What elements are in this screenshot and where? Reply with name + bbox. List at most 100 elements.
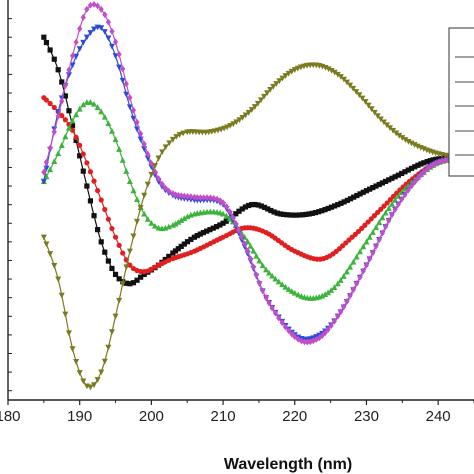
legend-box — [448, 27, 474, 177]
data-point-magenta — [247, 255, 254, 263]
data-point-black — [309, 210, 315, 216]
data-point-magenta — [292, 333, 298, 341]
data-point-green — [366, 233, 373, 240]
data-point-olive — [148, 171, 155, 178]
data-point-black — [130, 280, 137, 286]
data-point-black — [43, 39, 50, 46]
data-point-magenta — [338, 308, 344, 316]
data-point-black — [116, 276, 122, 282]
data-point-olive — [137, 205, 144, 211]
data-point-red — [59, 113, 65, 119]
legend — [448, 27, 474, 177]
data-point-black — [236, 208, 242, 214]
data-point-green — [295, 291, 302, 298]
data-point-green — [141, 210, 148, 217]
x-tick-label: 230 — [354, 408, 379, 425]
data-point-magenta — [47, 144, 53, 152]
data-point-magenta — [220, 199, 226, 207]
data-point-black — [293, 212, 299, 218]
data-point-black — [123, 280, 129, 286]
data-point-red — [73, 134, 79, 140]
data-point-green — [373, 224, 380, 230]
data-point-red — [375, 209, 381, 216]
data-point-olive — [233, 119, 240, 126]
data-point-magenta — [159, 180, 165, 188]
data-point-green — [376, 219, 383, 226]
data-point-magenta — [360, 267, 366, 275]
data-point-green — [76, 105, 83, 112]
data-point-black — [277, 211, 284, 217]
data-point-black — [98, 239, 104, 245]
data-point-olive — [371, 109, 378, 116]
data-point-magenta — [370, 249, 376, 257]
data-point-green — [353, 253, 360, 260]
data-point-red — [105, 216, 111, 222]
data-point-olive — [116, 297, 123, 304]
data-point-black — [77, 153, 83, 159]
data-point-red — [368, 216, 374, 222]
data-point-olive — [377, 116, 384, 123]
data-point-olive — [337, 74, 344, 80]
data-point-olive — [155, 155, 162, 162]
data-point-magenta — [282, 323, 289, 331]
data-point-olive — [123, 264, 130, 271]
data-point-black — [55, 67, 61, 73]
data-point-magenta — [389, 211, 395, 219]
data-point-magenta — [382, 223, 389, 231]
data-point-black — [255, 202, 261, 208]
data-point-olive — [264, 90, 271, 97]
data-point-green — [151, 222, 158, 229]
data-point-green — [181, 215, 188, 221]
data-point-black — [141, 271, 147, 278]
data-point-blue — [123, 91, 130, 98]
data-point-green — [291, 289, 298, 296]
data-point-olive — [105, 344, 112, 351]
data-point-black — [166, 253, 172, 259]
data-point-black — [408, 165, 415, 171]
data-point-olive — [43, 241, 50, 248]
data-point-green — [279, 281, 286, 288]
data-point-green — [350, 258, 357, 265]
data-point-magenta — [253, 271, 259, 279]
data-point-magenta — [105, 18, 111, 26]
x-tick-label: 190 — [67, 408, 92, 425]
data-point-magenta — [241, 240, 248, 248]
data-point-black — [325, 205, 331, 212]
data-point-black — [363, 188, 370, 194]
data-point-black — [351, 194, 357, 200]
data-point-black — [379, 180, 385, 186]
data-point-black — [389, 175, 395, 181]
data-point-olive — [73, 359, 80, 365]
data-point-magenta — [341, 303, 347, 311]
data-point-magenta — [276, 314, 282, 322]
data-point-olive — [356, 92, 363, 99]
data-point-green — [356, 248, 363, 255]
data-point-olive — [245, 109, 252, 116]
data-point-olive — [387, 125, 394, 132]
data-point-olive — [62, 311, 69, 318]
data-point-black — [341, 199, 347, 205]
data-point-olive — [151, 163, 158, 169]
data-point-green — [266, 269, 273, 276]
data-point-black — [200, 229, 207, 236]
data-point-olive — [334, 71, 341, 78]
data-point-black — [204, 228, 210, 234]
data-point-black — [271, 209, 277, 215]
data-point-black — [109, 265, 115, 272]
data-point-magenta — [59, 97, 65, 105]
data-point-magenta — [304, 338, 311, 346]
data-point-green — [184, 213, 191, 220]
data-point-green — [325, 289, 332, 296]
data-point-black — [84, 183, 90, 189]
data-point-black — [73, 137, 79, 144]
data-point-olive — [399, 135, 406, 141]
data-point-black — [300, 212, 306, 218]
data-point-black — [239, 206, 245, 212]
data-point-green — [272, 275, 279, 282]
data-point-magenta — [188, 193, 194, 201]
data-point-black — [412, 164, 418, 170]
data-point-green — [388, 200, 395, 207]
data-point-black — [242, 204, 248, 210]
data-point-magenta — [328, 322, 334, 330]
